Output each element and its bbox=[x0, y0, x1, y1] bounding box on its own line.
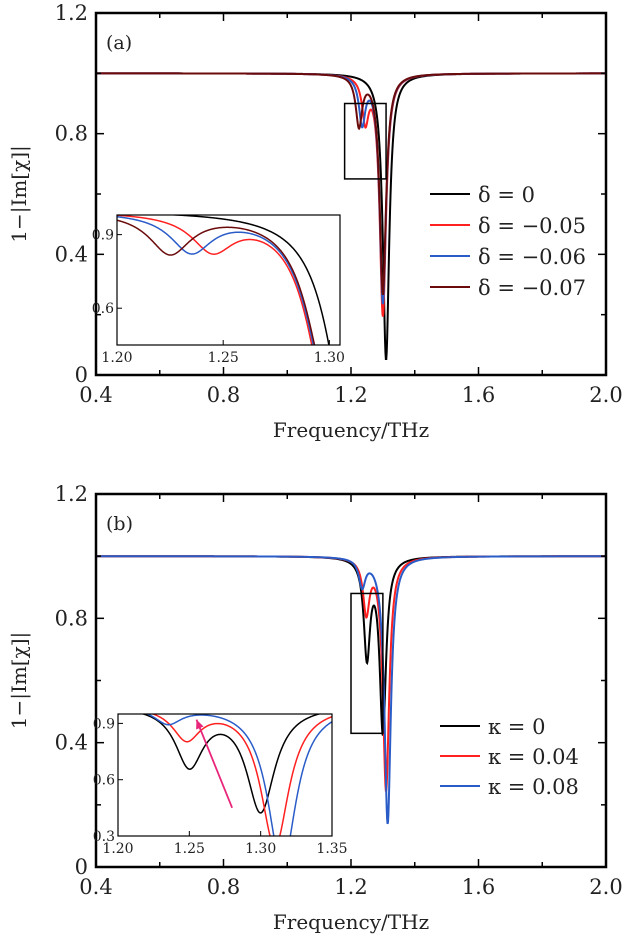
inset-curves bbox=[117, 215, 330, 345]
y-tick-label: 0 bbox=[75, 855, 88, 879]
y-tick-label: 0.4 bbox=[55, 731, 88, 755]
zoom-region-box bbox=[350, 592, 384, 735]
y-tick-label: 1.2 bbox=[55, 482, 88, 506]
inset-frame bbox=[116, 214, 341, 346]
x-tick-label: 0.4 bbox=[79, 383, 112, 407]
y-tick-label: 0.4 bbox=[55, 242, 88, 266]
inset-y-tick-label: 0.6 bbox=[92, 301, 114, 317]
x-tick-label: 0.4 bbox=[79, 875, 112, 899]
x-tick-label: 2.0 bbox=[589, 383, 622, 407]
inset-x-tick-label: 1.20 bbox=[102, 841, 133, 857]
legend-label-3: δ = −0.07 bbox=[478, 276, 586, 300]
trend-arrow-head-icon bbox=[196, 719, 204, 730]
series-line-3 bbox=[96, 72, 606, 295]
legend-label-1: κ = 0.04 bbox=[488, 745, 579, 769]
panel-label: (a) bbox=[106, 32, 132, 54]
x-tick-label: 1.2 bbox=[334, 875, 367, 899]
y-tick-label: 0.8 bbox=[55, 606, 88, 630]
panel-b: 0.4 0.8 1.2 1.6 2.000.40.81.2Frequency/THz1−… bbox=[7, 482, 623, 934]
x-tick-label: 0.8 bbox=[207, 383, 240, 407]
x-tick-label: 1.6 bbox=[462, 875, 495, 899]
legend-label-2: κ = 0.08 bbox=[488, 775, 579, 799]
x-tick-label: 0.8 bbox=[207, 875, 240, 899]
panel-a: 0.4 0.8 1.2 1.6 2.000.40.81.2Frequency/THz1−… bbox=[7, 1, 623, 442]
inset-background bbox=[118, 714, 332, 836]
legend-label-0: δ = 0 bbox=[478, 183, 535, 207]
inset-series-line-0 bbox=[140, 714, 322, 814]
panel-label: (b) bbox=[106, 513, 133, 535]
inset-background bbox=[117, 215, 340, 345]
inset-y-tick-label: 0.3 bbox=[93, 829, 115, 845]
inset-series-line-2 bbox=[117, 215, 315, 345]
zoom-region-box bbox=[343, 102, 387, 180]
inset-plot: 1.20 1.25 1.30 1.35 0.3 0.6 0.9 bbox=[93, 713, 348, 857]
trend-arrow-shaft bbox=[195, 719, 233, 809]
y-tick-label: 0 bbox=[75, 363, 88, 387]
x-tick-label: 2.0 bbox=[589, 875, 622, 899]
inset-series-line-2 bbox=[145, 714, 332, 836]
y-axis-title: 1−|Im[χ]| bbox=[7, 145, 32, 243]
legend-label-1: δ = −0.05 bbox=[478, 214, 586, 238]
inset-y-tick-label: 0.9 bbox=[92, 228, 114, 244]
legend-label-0: κ = 0 bbox=[488, 715, 545, 739]
inset-x-tick-label: 1.30 bbox=[314, 350, 345, 366]
inset-x-tick-label: 1.20 bbox=[101, 350, 132, 366]
inset-y-tick-label: 0.9 bbox=[93, 716, 115, 732]
y-tick-label: 0.8 bbox=[55, 122, 88, 146]
inset-series-line-3 bbox=[117, 219, 316, 345]
inset-frame bbox=[117, 713, 333, 837]
legend-label-2: δ = −0.06 bbox=[478, 245, 586, 269]
inset-x-tick-label: 1.25 bbox=[208, 350, 239, 366]
x-tick-label: 1.2 bbox=[334, 383, 367, 407]
x-axis-title: Frequency/THz bbox=[273, 910, 429, 934]
inset-plot: 1.20 1.25 1.30 0.6 0.9 bbox=[92, 214, 345, 366]
inset-x-tick-label: 1.35 bbox=[316, 841, 347, 857]
x-axis-title: Frequency/THz bbox=[273, 418, 429, 442]
inset-x-tick-label: 1.25 bbox=[174, 841, 205, 857]
y-axis-title: 1−|Im[χ]| bbox=[7, 632, 32, 730]
inset-y-tick-label: 0.6 bbox=[93, 773, 115, 789]
series-line-2 bbox=[96, 555, 606, 825]
inset-x-tick-label: 1.30 bbox=[245, 841, 276, 857]
inset-series-line-1 bbox=[117, 215, 313, 345]
y-tick-label: 1.2 bbox=[55, 1, 88, 25]
x-tick-label: 1.6 bbox=[462, 383, 495, 407]
inset-series-line-0 bbox=[161, 215, 330, 345]
